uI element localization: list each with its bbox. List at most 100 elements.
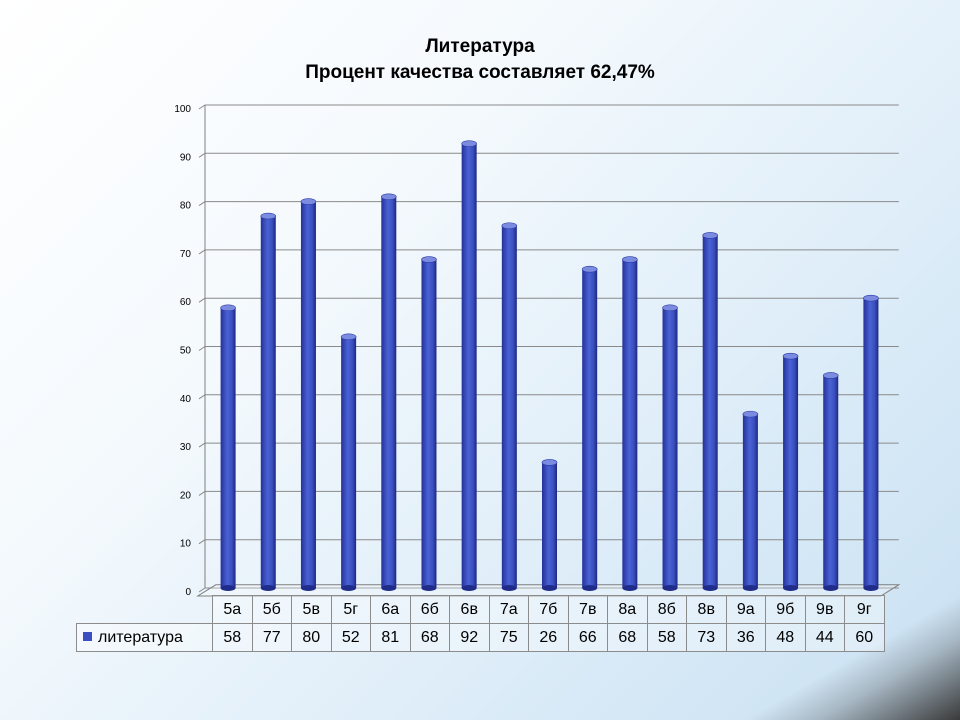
bar-top: [260, 212, 277, 220]
bar-top: [662, 304, 678, 312]
bar-body: [300, 201, 316, 588]
bar-layer: [220, 140, 879, 591]
data-label: 48: [765, 623, 806, 652]
data-label: 77: [251, 623, 292, 652]
bar-body: [622, 259, 638, 588]
y-tick-label: 80: [180, 201, 192, 212]
category-label: 5а: [212, 595, 253, 624]
bar-top: [702, 232, 719, 239]
data-label: 44: [804, 623, 845, 652]
bar: [340, 333, 357, 591]
bar-top: [300, 198, 317, 205]
empty-cell: [77, 596, 213, 624]
bar-top: [220, 304, 236, 312]
bar-top: [380, 193, 397, 201]
y-tick-label: 40: [180, 394, 192, 405]
tick-mark: [198, 442, 206, 448]
data-label: 36: [725, 623, 766, 652]
category-label: 5г: [330, 595, 371, 624]
category-row: 5а 5б 5в 5г 6а 6б 6в 7а 7б 7в 8а 8б 8в 9а 9б 9в 9г: [77, 595, 885, 624]
category-label: 8а: [607, 595, 648, 624]
tick-mark: [198, 539, 206, 545]
category-label: 6в: [449, 595, 490, 624]
category-label: 9в: [804, 595, 845, 624]
bar-top: [822, 372, 839, 379]
bar-top: [622, 256, 638, 263]
category-label: 6б: [409, 595, 450, 624]
bar: [742, 410, 759, 591]
bar: [541, 459, 558, 591]
bar-body: [662, 307, 678, 588]
bar-top: [581, 265, 598, 273]
bar-body: [381, 196, 397, 588]
bar-body: [823, 375, 839, 588]
bar-body: [260, 216, 276, 588]
category-label: 7б: [528, 595, 569, 624]
data-label: 81: [370, 623, 411, 652]
data-label: 58: [212, 623, 253, 652]
legend-swatch: [83, 631, 92, 641]
category-label: 9б: [765, 595, 806, 624]
bar: [702, 232, 719, 591]
tick-mark: [198, 249, 206, 255]
bar-body: [220, 307, 236, 588]
data-table: 5а 5б 5в 5г 6а 6б 6в 7а 7б 7в 8а 8б 8в 9а 9б 9в 9г литер…: [76, 595, 885, 652]
bar-bottom: [662, 585, 678, 591]
category-label: 7а: [488, 595, 529, 624]
bar-body: [501, 225, 517, 588]
bar: [501, 222, 518, 591]
data-label: 73: [686, 623, 727, 652]
bar: [662, 304, 678, 591]
tick-mark: [198, 346, 206, 351]
bar-bottom: [783, 585, 799, 591]
category-label: 8б: [646, 595, 687, 624]
data-label: 26: [528, 623, 569, 652]
bar-body: [341, 336, 357, 588]
bar-body: [783, 356, 799, 588]
bar-bottom: [622, 585, 638, 591]
bar-bottom: [702, 585, 718, 591]
value-row: литература 58 77 80 52 81 68 92 75 26 66 68 58 73 36 4…: [76, 623, 885, 652]
tick-mark: [198, 104, 206, 110]
tick-mark: [198, 490, 206, 496]
bar-top: [782, 352, 799, 360]
data-label: 52: [330, 623, 371, 652]
bar-top: [501, 222, 518, 230]
bar: [461, 140, 477, 591]
bar-body: [542, 462, 557, 588]
bar: [300, 198, 317, 591]
bar-body: [421, 259, 437, 588]
category-label: 8в: [686, 595, 727, 624]
data-label: 80: [291, 623, 332, 652]
data-label: 68: [607, 623, 648, 652]
bar-body: [582, 269, 598, 588]
tick-mark: [198, 201, 206, 207]
category-label: 5в: [291, 595, 332, 624]
category-label: 9а: [725, 595, 766, 624]
y-tick-label: 70: [180, 249, 192, 260]
category-label: 7в: [567, 595, 608, 624]
data-label: 92: [449, 623, 490, 652]
legend-entry: литература: [76, 623, 213, 652]
bar: [782, 352, 799, 591]
bar: [380, 193, 397, 591]
bar: [260, 212, 277, 591]
y-tick-label: 30: [180, 442, 192, 453]
category-label: 5б: [251, 595, 292, 624]
bar-bottom: [501, 585, 517, 591]
category-label: 9г: [844, 595, 885, 624]
bar-bottom: [260, 585, 276, 591]
bar-top: [421, 256, 437, 263]
bar-bottom: [863, 585, 879, 591]
data-label: 58: [646, 623, 687, 652]
y-tick-label: 60: [180, 297, 192, 308]
bar: [622, 256, 638, 591]
bar-body: [702, 235, 718, 588]
chart-title: Литература: [425, 36, 535, 57]
tick-mark: [198, 587, 206, 593]
y-tick-label: 0: [185, 587, 191, 598]
tick-mark: [198, 297, 206, 303]
data-label: 60: [844, 623, 885, 652]
bar-bottom: [461, 585, 477, 591]
